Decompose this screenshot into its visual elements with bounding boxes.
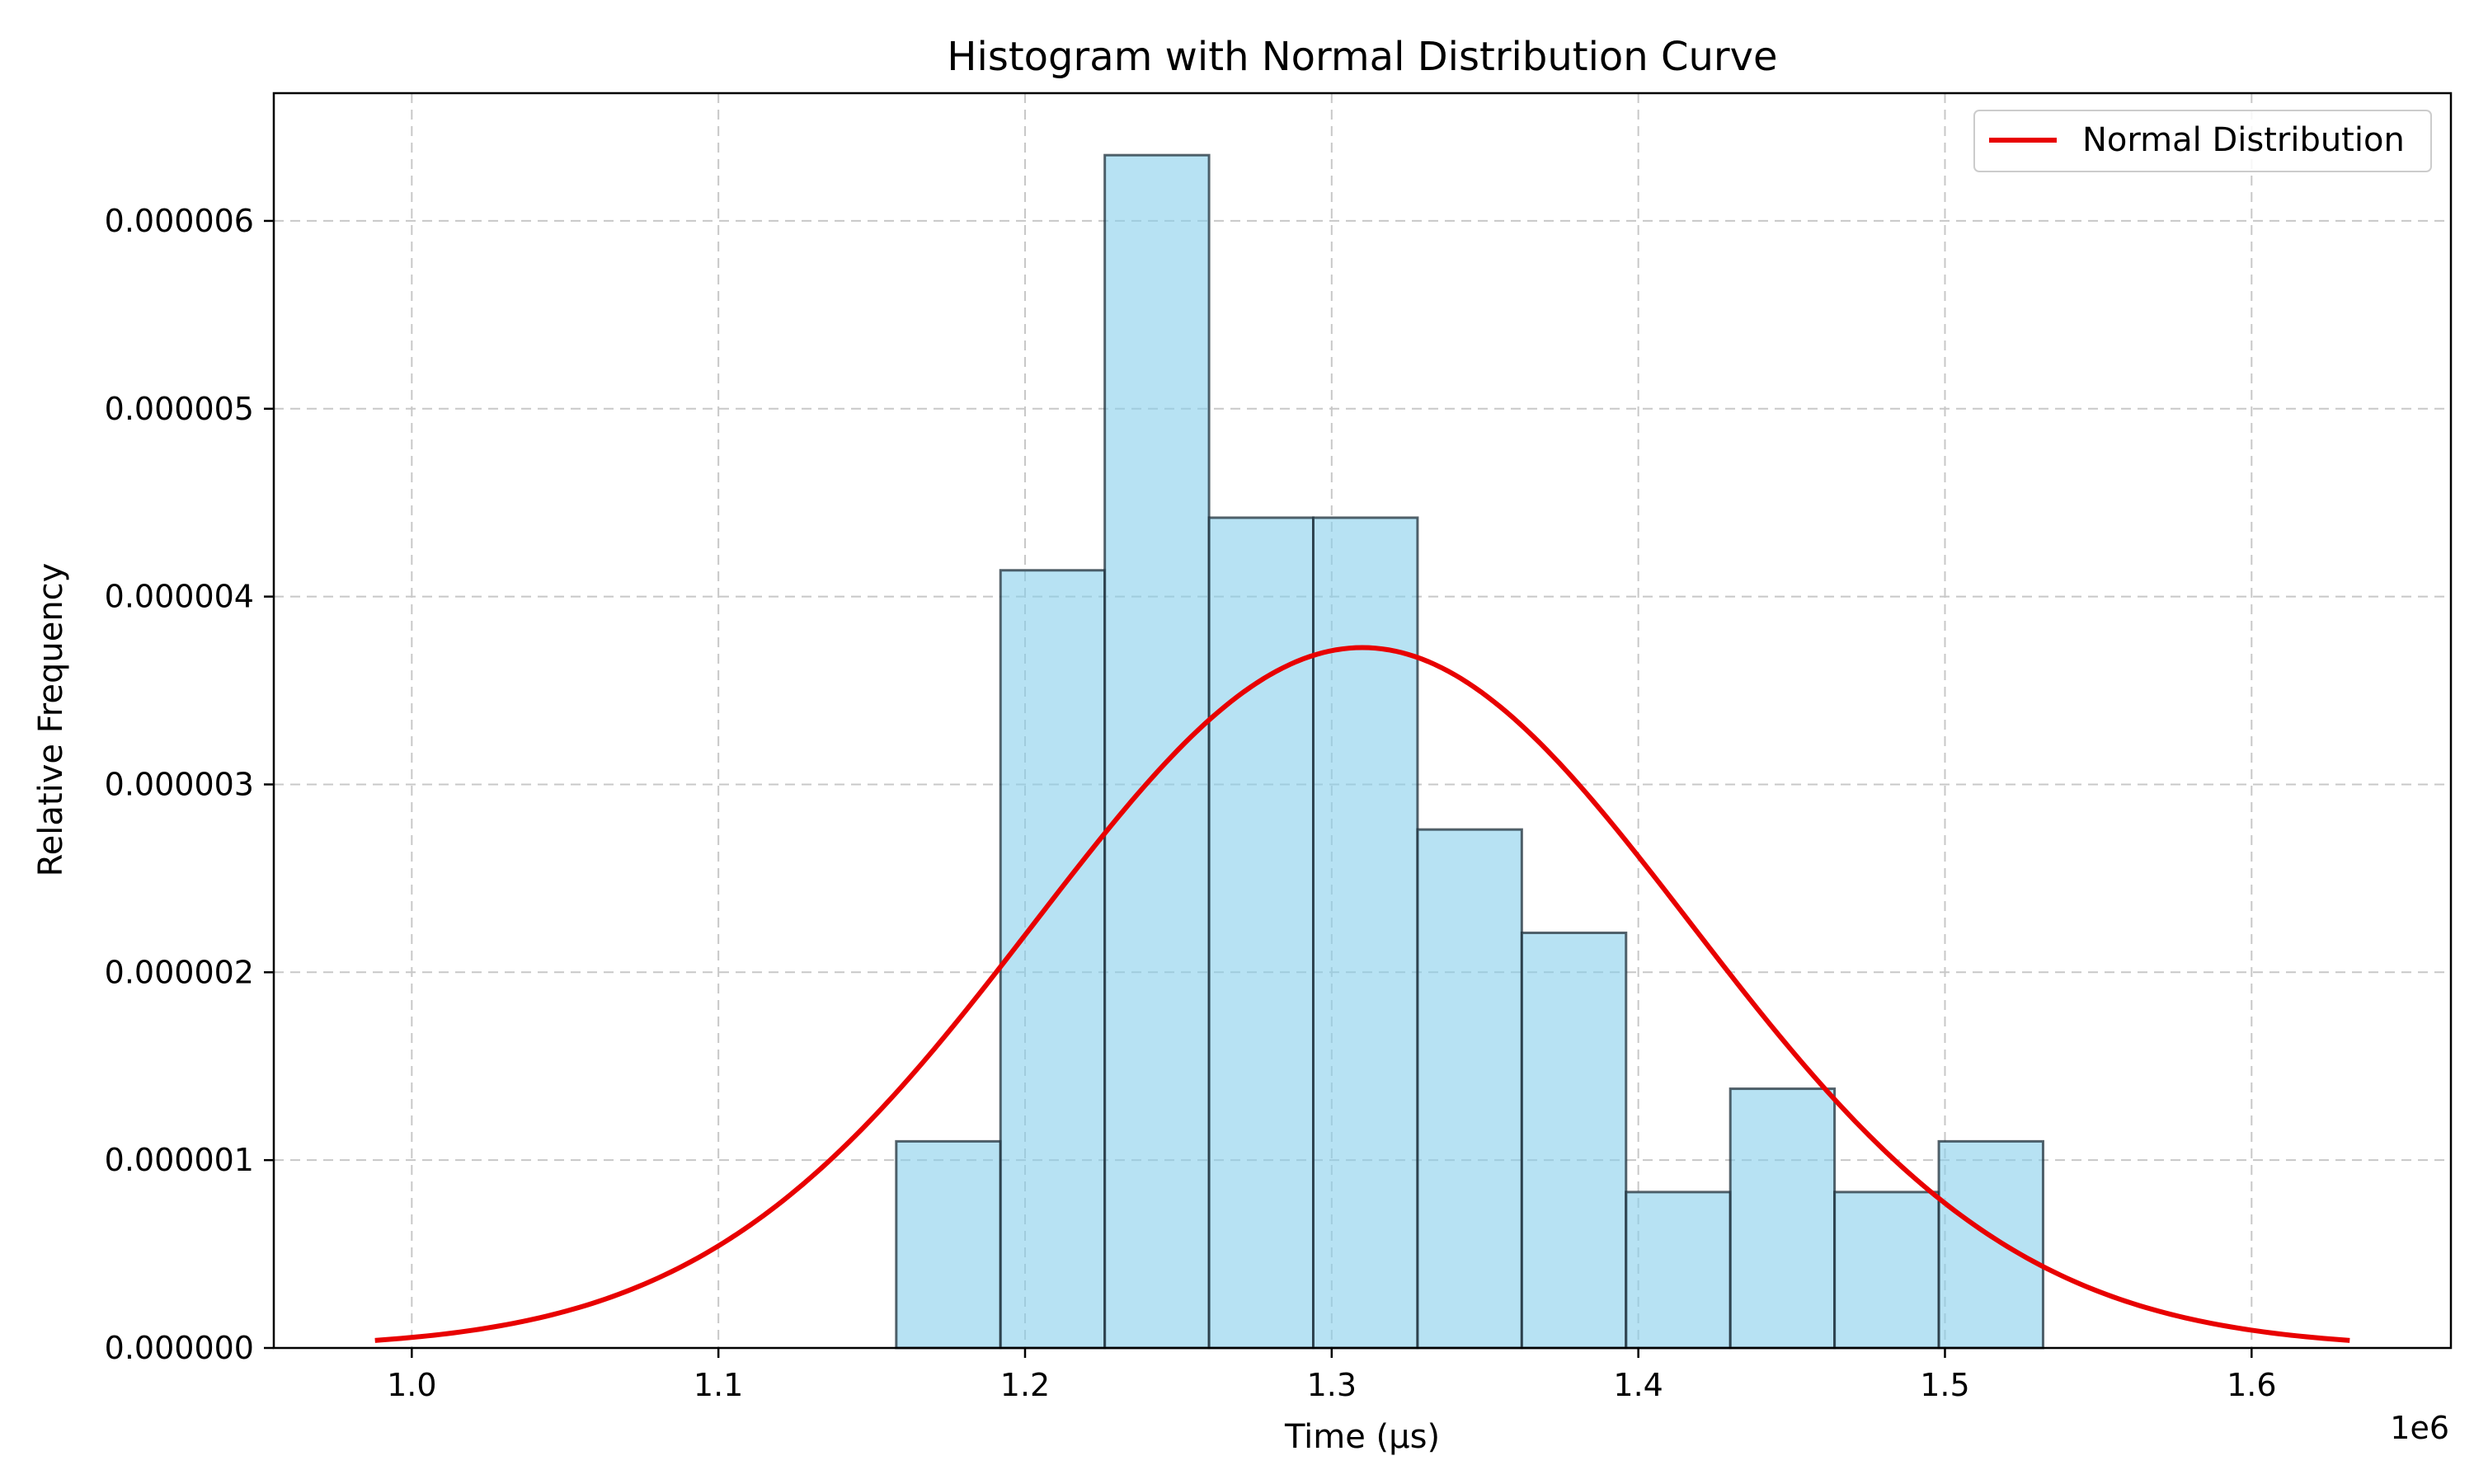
histogram-bar: [1103, 153, 1211, 1350]
y-tick-label: 0.000001: [105, 1142, 254, 1178]
histogram-bar: [1520, 931, 1628, 1350]
x-tick-label: 1.3: [1307, 1367, 1357, 1403]
histogram-bar: [1207, 516, 1315, 1350]
y-axis-label: Relative Frequency: [32, 563, 70, 877]
y-tick-label: 0.000000: [105, 1330, 254, 1366]
legend: Normal Distribution: [1973, 110, 2432, 172]
x-tick-label: 1.4: [1613, 1367, 1663, 1403]
legend-label-normal-distribution: Normal Distribution: [2082, 121, 2405, 159]
chart-title: Histogram with Normal Distribution Curve: [947, 34, 1777, 80]
histogram-bars: [895, 153, 2044, 1350]
histogram-bar: [1937, 1139, 2044, 1350]
histogram-bar: [1833, 1190, 1940, 1350]
histogram-bar: [1625, 1190, 1732, 1350]
x-axis-offset-text: 1e6: [2390, 1410, 2449, 1446]
histogram-bar: [1312, 516, 1419, 1350]
y-tick-label: 0.000005: [105, 391, 254, 427]
y-tick-label: 0.000002: [105, 954, 254, 990]
plot-frame: [272, 92, 2453, 1350]
tick-labels: 1.0 1.1 1.2 1.3 1.4 1.5 1.6 0.000000 0.000001 0.0…: [105, 203, 2277, 1403]
x-tick-label: 1.6: [2227, 1367, 2276, 1403]
histogram-bar: [1729, 1087, 1837, 1350]
normal-distribution-curve: [374, 645, 2350, 1343]
histogram-bar: [895, 1139, 1002, 1350]
legend-box: [1973, 110, 2432, 172]
x-axis-label: Time (µs): [1284, 1418, 1440, 1456]
normal-curve-layer: [374, 645, 2350, 1343]
y-tick-label: 0.000006: [105, 203, 254, 239]
x-tick-label: 1.0: [387, 1367, 436, 1403]
x-tick-label: 1.1: [694, 1367, 743, 1403]
histogram-bar: [1416, 828, 1523, 1350]
y-tick-label: 0.000004: [105, 579, 254, 615]
axes: [264, 92, 2453, 1358]
y-tick-label: 0.000003: [105, 766, 254, 802]
x-tick-label: 1.2: [1000, 1367, 1050, 1403]
x-tick-label: 1.5: [1920, 1367, 1969, 1403]
histogram-bar: [999, 569, 1107, 1350]
